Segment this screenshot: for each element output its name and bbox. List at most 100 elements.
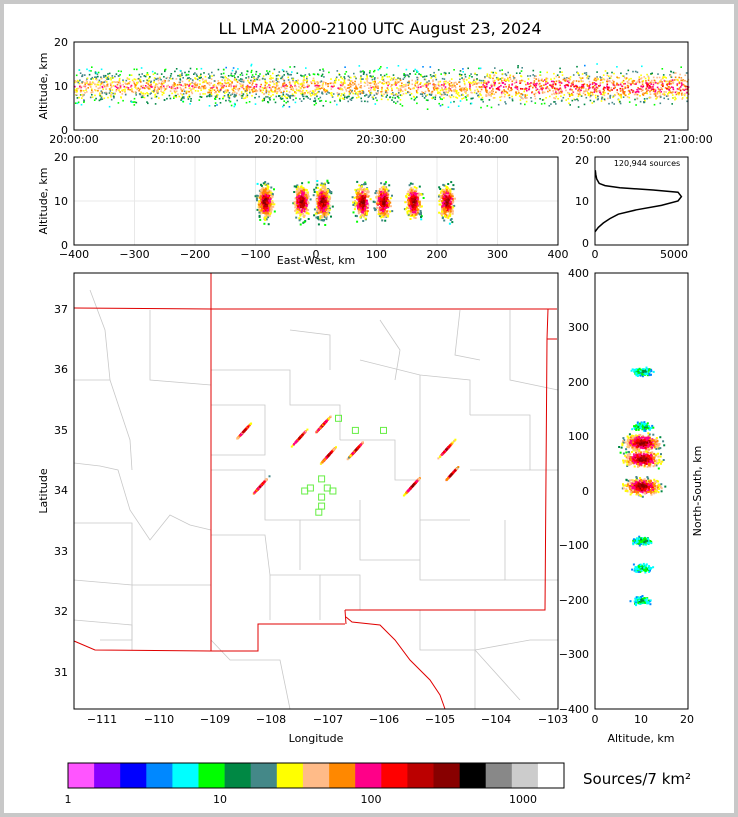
time-height-source — [619, 90, 622, 92]
east-west-source — [267, 199, 270, 202]
time-height-source — [134, 78, 137, 81]
time-height-source — [190, 98, 192, 100]
time-height-source — [520, 93, 523, 95]
time-height-source — [229, 100, 232, 103]
east-west-source — [262, 201, 265, 204]
time-height-source — [650, 73, 652, 75]
time-height-source — [589, 96, 591, 98]
time-height-source — [417, 84, 420, 86]
time-height-source — [263, 87, 265, 90]
time-height-source — [303, 82, 305, 84]
time-height-source — [669, 74, 672, 77]
time-height-source — [314, 88, 317, 91]
time-height-source — [479, 86, 481, 89]
time-height-source — [391, 89, 393, 92]
time-height-source — [678, 93, 680, 96]
east-west-source — [324, 213, 326, 216]
east-west-source — [359, 216, 362, 219]
east-west-source — [324, 188, 326, 191]
time-height-source — [665, 80, 667, 83]
time-height-source — [258, 75, 261, 78]
time-height-source — [414, 80, 417, 82]
east-west-source — [320, 192, 323, 195]
time-height-source — [361, 78, 363, 80]
east-west-source — [364, 204, 367, 207]
time-height-source — [129, 89, 131, 91]
time-height-source — [200, 89, 202, 91]
time-height-source — [417, 77, 419, 79]
time-height-source — [180, 88, 182, 90]
east-west-source — [297, 199, 300, 202]
time-height-source — [173, 90, 176, 92]
time-height-source — [666, 84, 669, 86]
time-height-source — [441, 77, 444, 80]
east-west-source — [358, 188, 361, 191]
east-west-source — [316, 180, 319, 182]
time-height-source — [638, 78, 640, 81]
east-west-source — [268, 208, 271, 211]
time-height-source — [147, 80, 150, 83]
time-height-source — [625, 77, 628, 79]
time-height-source — [381, 82, 383, 84]
time-height-source — [374, 89, 376, 92]
time-height-source — [638, 81, 641, 84]
time-height-source — [565, 78, 568, 80]
time-height-source — [355, 86, 358, 89]
time-height-source — [491, 90, 493, 93]
time-height-source — [439, 89, 442, 92]
time-height-source — [649, 90, 651, 93]
time-height-source — [76, 90, 78, 93]
east-west-source — [329, 207, 331, 210]
time-height-source — [456, 90, 458, 92]
time-height-source — [463, 80, 465, 83]
time-height-source — [303, 78, 305, 81]
time-height-source — [373, 83, 376, 85]
time-height-source — [396, 78, 398, 81]
time-height-source — [680, 77, 683, 80]
time-height-source — [107, 85, 109, 87]
time-height-source — [671, 79, 674, 81]
time-height-source — [95, 76, 97, 78]
time-height-source — [178, 95, 181, 98]
time-height-source — [79, 91, 82, 93]
time-height-source — [74, 85, 76, 88]
time-height-source — [91, 96, 94, 98]
time-height-source — [89, 85, 92, 87]
time-height-source — [515, 85, 517, 87]
time-height-source — [571, 83, 574, 86]
east-west-source — [352, 204, 355, 206]
time-height-source — [295, 80, 297, 82]
time-height-source — [553, 92, 555, 95]
east-west-source — [299, 199, 302, 202]
time-height-source — [429, 66, 432, 68]
time-height-source — [668, 86, 670, 88]
time-height-source — [108, 72, 111, 75]
time-height-source — [622, 79, 625, 82]
east-west-source — [409, 194, 412, 197]
time-height-source — [181, 96, 184, 98]
time-height-source — [333, 85, 335, 87]
time-height-source — [271, 86, 274, 88]
time-height-source — [414, 84, 417, 87]
time-height-source — [504, 93, 506, 96]
time-height-source — [189, 67, 192, 70]
time-height-source — [142, 80, 145, 82]
time-height-source — [210, 91, 212, 94]
time-height-source — [519, 80, 521, 82]
time-height-source — [481, 96, 484, 99]
time-height-source — [662, 74, 665, 76]
time-height-source — [542, 80, 544, 82]
east-west-source — [363, 193, 366, 196]
time-height-source — [296, 89, 298, 92]
time-height-source — [380, 98, 383, 101]
time-height-source — [345, 90, 348, 92]
time-height-source — [377, 87, 379, 89]
time-height-source — [122, 83, 124, 86]
time-height-source — [342, 82, 345, 84]
time-height-source — [686, 88, 689, 90]
time-height-source — [672, 88, 675, 91]
east-west-source — [388, 184, 391, 187]
time-height-source — [587, 75, 589, 77]
time-height-source — [207, 73, 210, 75]
time-height-source — [683, 80, 685, 82]
